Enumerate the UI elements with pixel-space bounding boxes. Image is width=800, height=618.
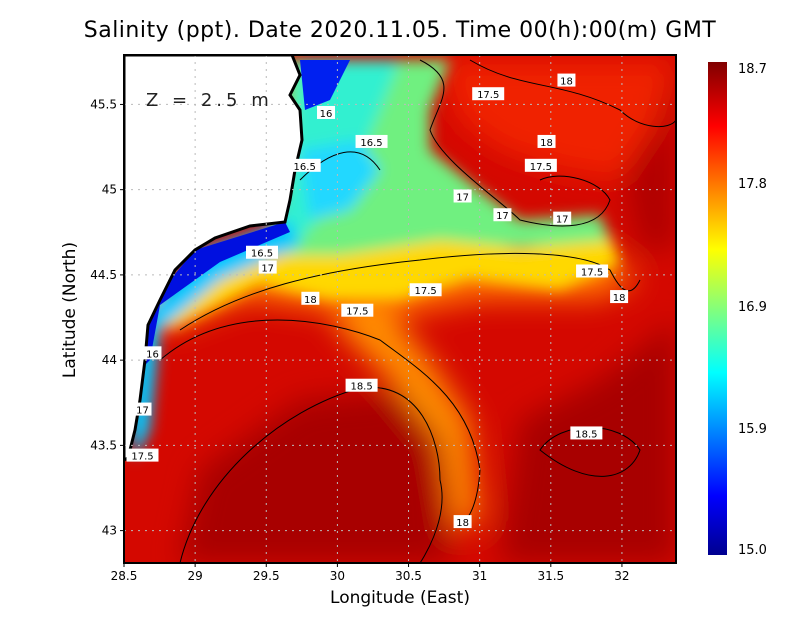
svg-text:18: 18 xyxy=(456,518,469,529)
land-mass xyxy=(124,55,304,462)
svg-text:17.5: 17.5 xyxy=(346,307,368,318)
salinity-field xyxy=(124,55,676,563)
figure-title: Salinity (ppt). Date 2020.11.05. Time 00… xyxy=(83,18,717,43)
plot-frame xyxy=(123,54,677,564)
svg-text:18: 18 xyxy=(540,138,553,149)
colorbar-label: 16.9 xyxy=(738,300,767,315)
colorbar-label: 18.7 xyxy=(738,62,767,77)
contour-label: 17.5 xyxy=(576,264,609,278)
svg-text:18.5: 18.5 xyxy=(575,429,597,440)
svg-text:18: 18 xyxy=(304,295,317,306)
x-tick-label: 30.5 xyxy=(395,569,422,583)
contour-label: 18 xyxy=(301,291,320,306)
x-tick-label: 28.5 xyxy=(111,569,138,583)
y-tick-label: 43.5 xyxy=(90,438,117,452)
svg-text:16.5: 16.5 xyxy=(360,138,382,149)
x-tick-label: 29 xyxy=(187,569,202,583)
x-tick-label: 30 xyxy=(330,569,345,583)
x-axis-label: Longitude (East) xyxy=(330,588,470,608)
svg-text:17.5: 17.5 xyxy=(477,90,499,101)
y-axis-label: Latitude (North) xyxy=(60,241,80,379)
contour-label: 17 xyxy=(133,402,152,417)
y-tick-label: 43 xyxy=(102,524,117,538)
colorbar-label: 17.8 xyxy=(738,177,767,192)
contour-label: 16.5 xyxy=(246,245,278,260)
contour-label: 16.5 xyxy=(355,134,388,149)
y-tick-label: 44 xyxy=(102,353,117,367)
contour-label: 16 xyxy=(143,346,162,360)
svg-text:16: 16 xyxy=(320,109,333,120)
y-tick-label: 45 xyxy=(102,183,117,197)
contour-label: 16.5 xyxy=(288,158,321,173)
svg-text:16.5: 16.5 xyxy=(294,162,316,173)
contour-label: 17.5 xyxy=(126,448,159,463)
svg-text:17: 17 xyxy=(456,192,469,203)
svg-text:17: 17 xyxy=(556,215,569,226)
svg-text:18: 18 xyxy=(560,77,573,88)
svg-text:17: 17 xyxy=(261,264,274,275)
contour-label: 18 xyxy=(610,290,629,304)
colorbar xyxy=(708,62,727,555)
contour-label: 17 xyxy=(553,211,572,226)
contour-label: 18.5 xyxy=(345,378,378,393)
svg-text:17.5: 17.5 xyxy=(414,286,436,297)
svg-text:17: 17 xyxy=(136,406,149,417)
svg-text:16: 16 xyxy=(146,349,159,360)
contour-label: 17 xyxy=(453,189,472,203)
svg-text:17.5: 17.5 xyxy=(131,452,153,463)
colorbar-label: 15.0 xyxy=(738,543,767,558)
svg-text:18.5: 18.5 xyxy=(350,382,372,393)
contour-label: 17.5 xyxy=(409,283,442,297)
contour-label: 17.5 xyxy=(524,158,557,173)
x-tick-label: 31 xyxy=(472,569,487,583)
svg-text:18: 18 xyxy=(613,293,626,304)
contour-label: 18 xyxy=(557,73,576,88)
x-tick-label: 31.5 xyxy=(537,569,564,583)
contour-label: 18 xyxy=(537,134,556,149)
x-tick-label: 29.5 xyxy=(253,569,280,583)
svg-text:17.5: 17.5 xyxy=(581,267,603,278)
y-tick-label: 45.5 xyxy=(90,97,117,111)
svg-text:17.5: 17.5 xyxy=(530,162,552,173)
svg-text:17: 17 xyxy=(496,211,509,222)
contour-label: 18.5 xyxy=(570,426,603,440)
contour-label: 17 xyxy=(493,208,512,222)
svg-text:16.5: 16.5 xyxy=(251,249,273,260)
y-tick-label: 44.5 xyxy=(90,268,117,282)
depth-label: Z = 2.5 m xyxy=(146,90,273,111)
contour-label: 18 xyxy=(453,515,472,529)
contour-label: 17.5 xyxy=(341,303,374,318)
contour-label: 17.5 xyxy=(472,87,505,101)
colorbar-label: 15.9 xyxy=(738,422,767,437)
x-tick-label: 32 xyxy=(614,569,629,583)
contour-label: 17 xyxy=(258,260,277,275)
contour-label: 16 xyxy=(317,105,336,120)
